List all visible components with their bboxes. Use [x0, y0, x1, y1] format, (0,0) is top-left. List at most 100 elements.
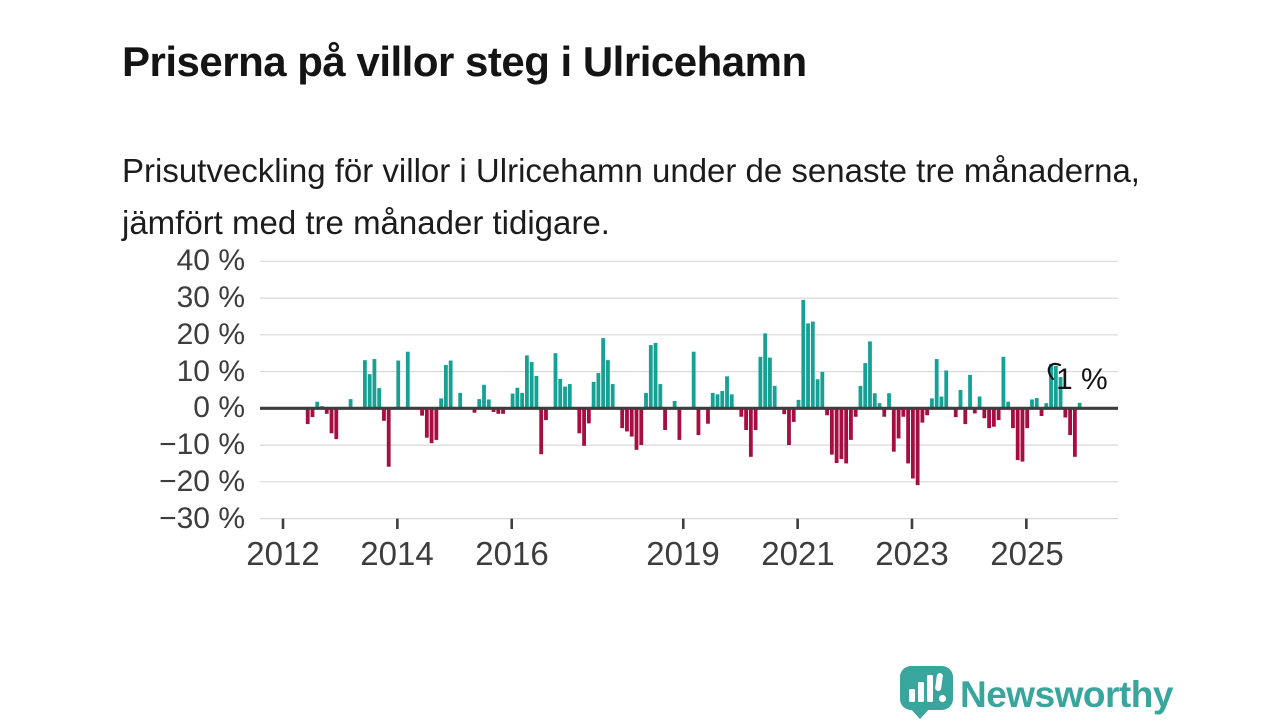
- bar: [601, 338, 606, 409]
- bar: [877, 403, 882, 409]
- latest-value-annotation: 1 %: [1056, 363, 1108, 396]
- bar: [782, 408, 787, 415]
- bar: [925, 408, 930, 416]
- bar: [1044, 403, 1049, 409]
- x-axis-label: 2025: [990, 535, 1064, 572]
- bar: [429, 408, 434, 444]
- bar: [591, 381, 596, 409]
- bar: [748, 408, 753, 457]
- bar: [972, 408, 977, 414]
- bar: [448, 360, 453, 409]
- bar: [820, 371, 825, 409]
- bar: [625, 408, 629, 432]
- bar: [968, 374, 972, 409]
- bar: [858, 385, 863, 409]
- bar: [377, 388, 382, 409]
- bar: [887, 393, 891, 409]
- bar: [958, 389, 963, 409]
- bar: [963, 408, 968, 425]
- bar: [420, 408, 424, 416]
- bar: [939, 396, 944, 409]
- bar: [768, 357, 772, 409]
- bar: [934, 359, 939, 409]
- bar: [324, 408, 329, 414]
- bar: [1072, 408, 1077, 457]
- bar: [644, 392, 648, 409]
- bar: [520, 392, 525, 409]
- bar: [482, 384, 486, 409]
- bar: [534, 375, 539, 409]
- bar: [586, 408, 591, 424]
- x-axis-label: 2023: [875, 535, 949, 572]
- bar-chart-speech-bubble-icon: [900, 666, 953, 719]
- bar: [606, 360, 610, 409]
- bar: [544, 408, 548, 421]
- bar: [310, 408, 315, 418]
- bar: [691, 351, 696, 409]
- bar: [491, 408, 496, 412]
- y-axis-label: 20 %: [176, 318, 245, 351]
- bar: [1039, 408, 1044, 417]
- bar: [772, 385, 777, 409]
- bar: [739, 408, 744, 417]
- bar: [910, 408, 915, 479]
- bar: [882, 408, 887, 417]
- bar: [329, 408, 334, 434]
- x-tick-marks: [281, 518, 1028, 529]
- bar: [567, 384, 572, 409]
- bar: [677, 408, 682, 440]
- bar: [501, 408, 505, 414]
- bar: [896, 408, 901, 439]
- bar: [906, 408, 910, 464]
- bar: [1015, 408, 1020, 461]
- x-axis-label: 2019: [646, 535, 720, 572]
- bar: [563, 386, 567, 409]
- x-axis-label: 2021: [761, 535, 835, 572]
- bar: [496, 408, 501, 414]
- bar: [706, 408, 710, 424]
- bar: [977, 396, 982, 409]
- bar: [729, 394, 734, 409]
- x-axis-label: 2016: [475, 535, 549, 572]
- bar: [620, 408, 625, 429]
- bar: [725, 376, 729, 409]
- bar: [1077, 402, 1082, 409]
- bar: [696, 408, 701, 436]
- bar: [658, 384, 663, 409]
- y-axis-label: 40 %: [176, 244, 245, 277]
- bar: [315, 401, 320, 409]
- bar: [439, 398, 444, 409]
- page-title: Priserna på villor steg i Ulricehamn: [122, 38, 807, 86]
- bar: [868, 341, 872, 409]
- bar: [915, 408, 920, 486]
- bar: [1030, 399, 1034, 409]
- bar: [806, 323, 810, 409]
- bar: [1053, 366, 1058, 409]
- bar: [362, 360, 367, 409]
- bar: [753, 408, 758, 430]
- bar: [405, 351, 410, 409]
- bar: [834, 408, 839, 464]
- gridlines: [260, 260, 1118, 520]
- bar: [629, 408, 634, 437]
- bar: [1049, 363, 1053, 409]
- bar: [486, 399, 491, 409]
- chart-subtitle: Prisutveckling för villor i Ulricehamn u…: [122, 152, 1140, 241]
- y-axis-label: −20 %: [159, 465, 245, 498]
- y-axis-label: 30 %: [176, 281, 245, 314]
- bar: [787, 408, 791, 446]
- bar: [1006, 401, 1011, 409]
- y-axis-label: −30 %: [159, 502, 245, 535]
- bar: [653, 342, 658, 409]
- bar: [334, 408, 339, 440]
- bar: [944, 370, 949, 409]
- bar: [872, 393, 877, 409]
- bar: [539, 408, 544, 455]
- bar: [744, 408, 748, 430]
- bar: [1025, 408, 1030, 429]
- bar: [853, 408, 858, 417]
- bar: [634, 408, 639, 450]
- bar: [648, 345, 653, 409]
